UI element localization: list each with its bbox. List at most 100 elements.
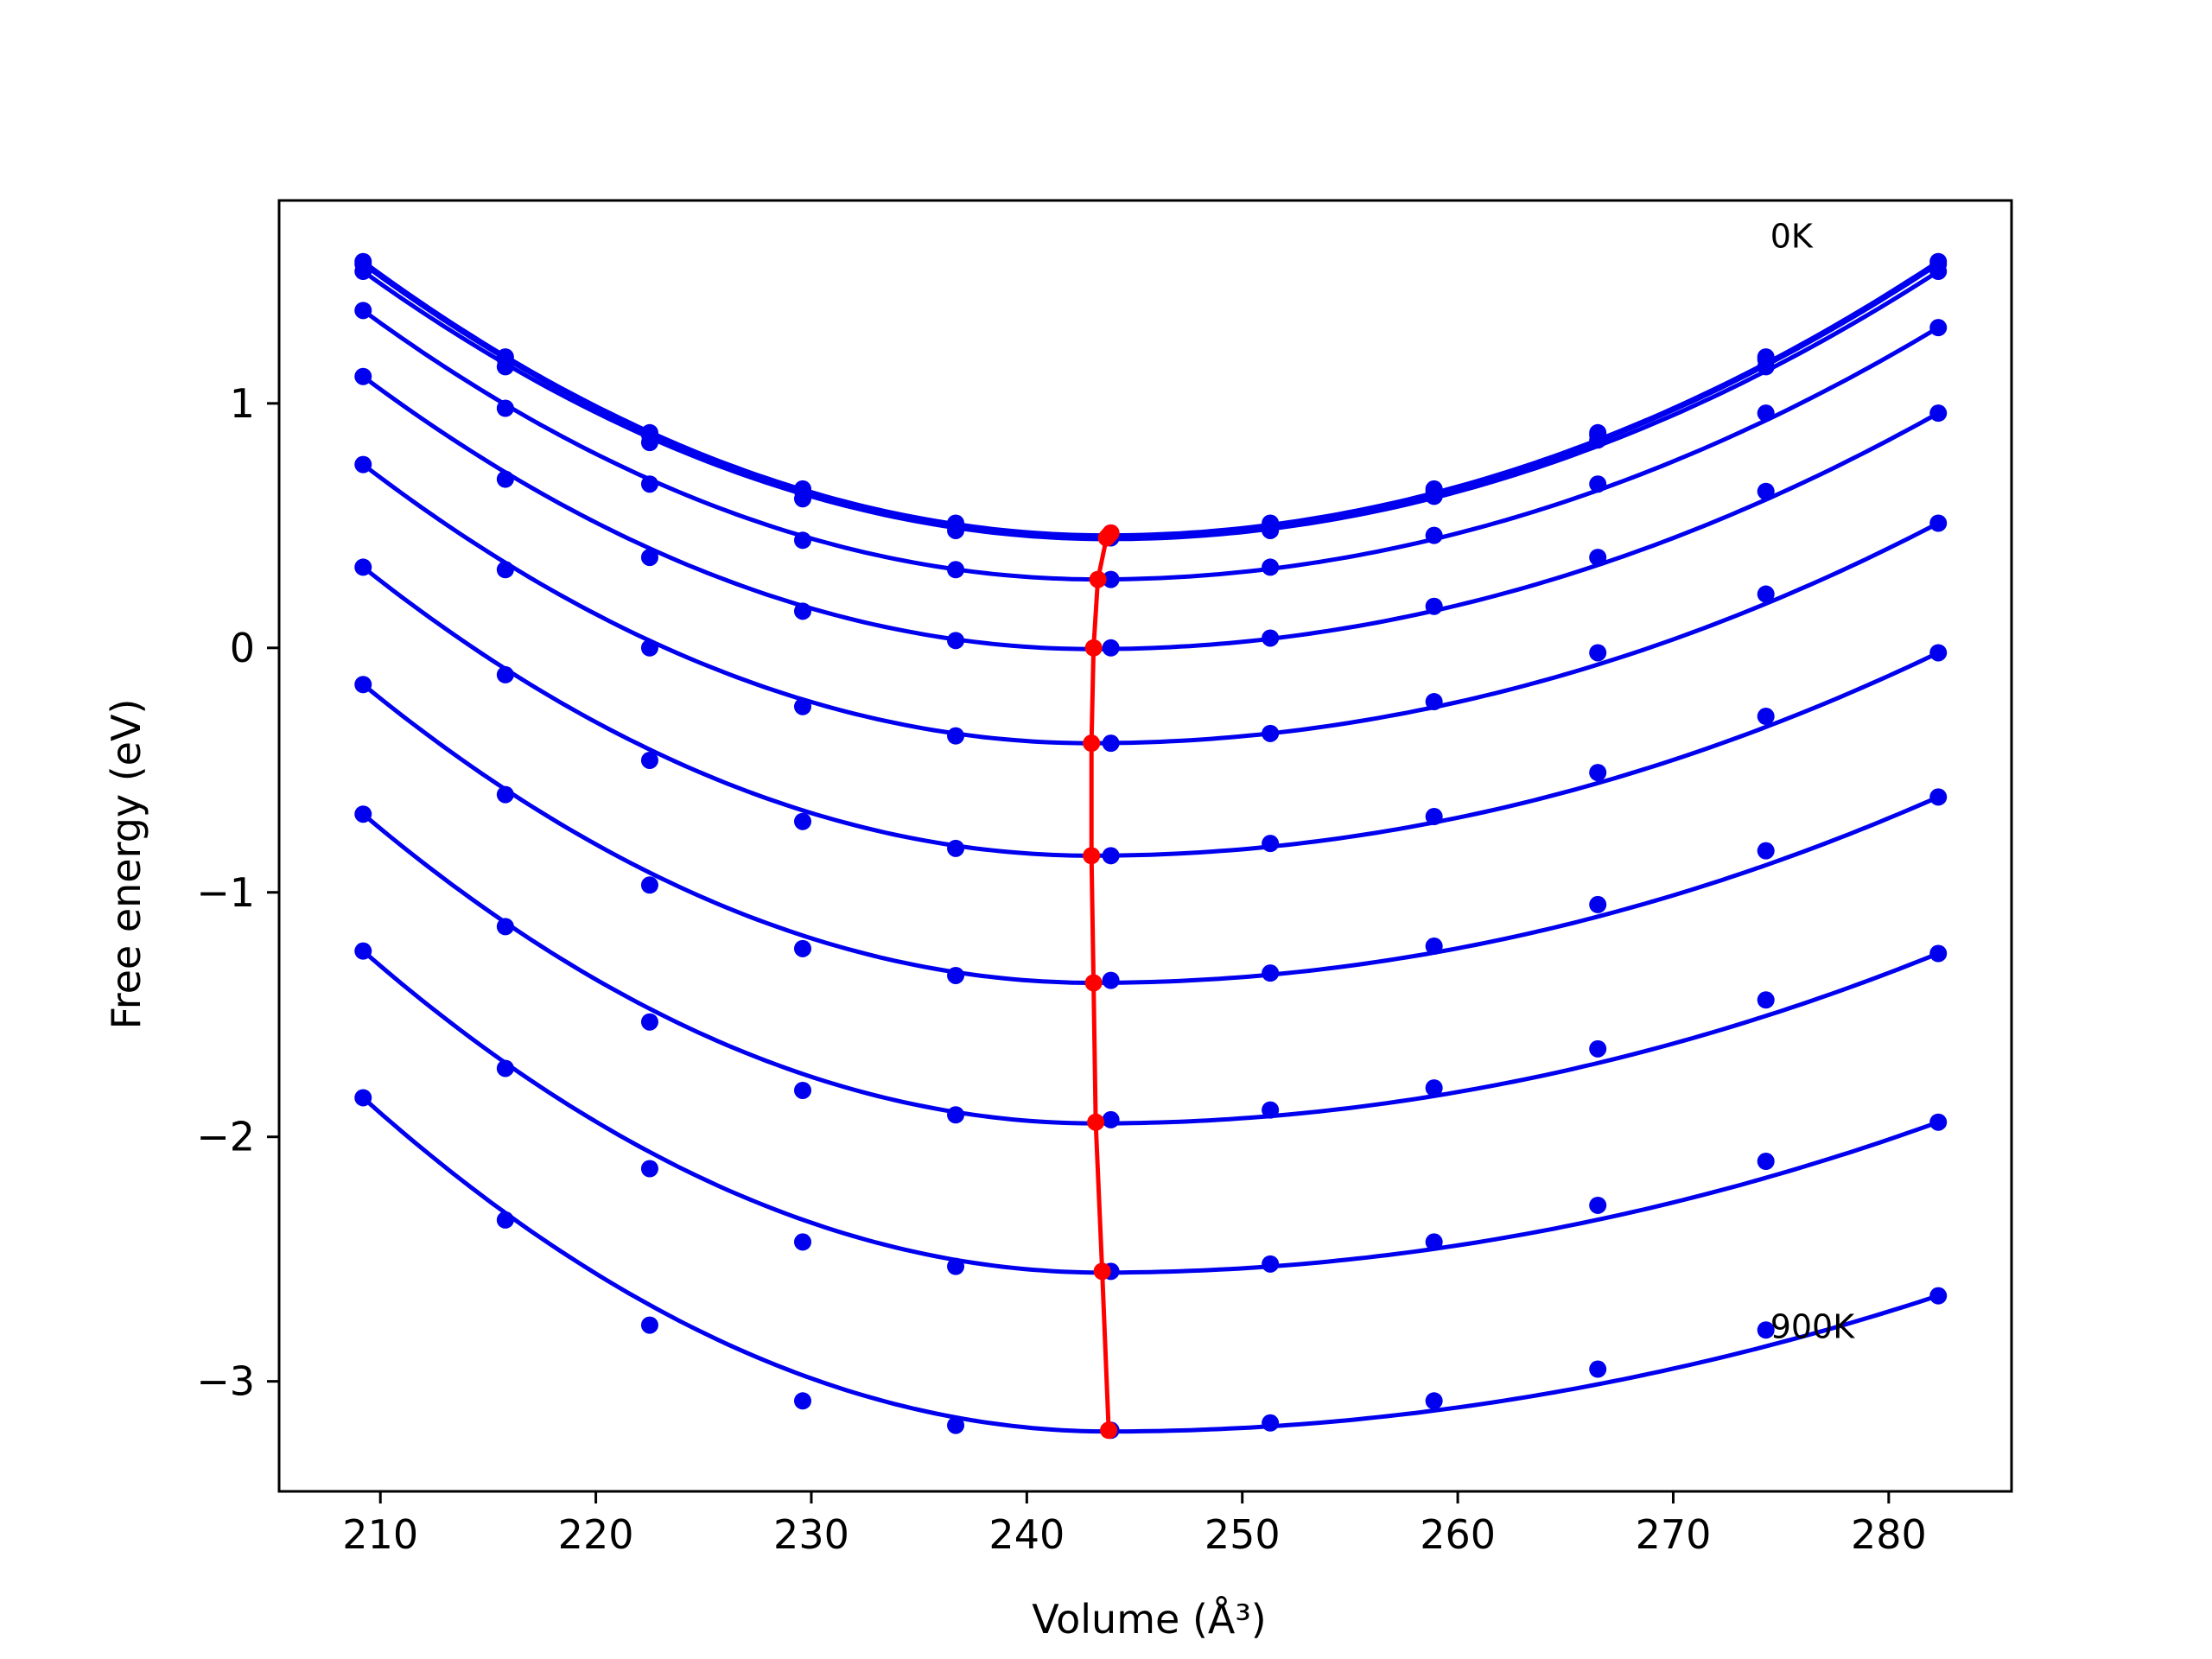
x-tick-label: 280: [1851, 1511, 1927, 1558]
data-point: [1757, 404, 1775, 423]
fit-curve-1: [361, 262, 1940, 539]
minimum-point: [1093, 1262, 1111, 1281]
x-axis-label: Volume (Å³): [1032, 1596, 1267, 1643]
data-point: [1589, 644, 1607, 662]
data-point: [1425, 597, 1443, 615]
annotation-label-1: 900K: [1770, 1307, 1856, 1345]
data-point: [1262, 835, 1280, 853]
data-point: [947, 727, 965, 745]
data-point: [496, 561, 514, 579]
minimum-point: [1084, 974, 1103, 992]
fit-curve-3: [361, 308, 1940, 582]
x-tick-label: 260: [1420, 1511, 1496, 1558]
data-point: [496, 785, 514, 804]
fit-curve-5: [361, 462, 1940, 746]
data-point: [793, 602, 811, 620]
data-point: [947, 1106, 965, 1124]
data-point: [1262, 1414, 1280, 1432]
data-point: [1262, 1101, 1280, 1119]
data-point: [947, 1416, 965, 1434]
data-point: [1102, 639, 1120, 657]
data-point: [1589, 431, 1607, 449]
y-tick-label: −3: [196, 1358, 255, 1405]
annotation-label-0: 0K: [1770, 217, 1814, 255]
data-point: [496, 358, 514, 376]
data-point: [1262, 964, 1280, 982]
data-point: [1425, 938, 1443, 956]
data-point: [1102, 1110, 1120, 1128]
data-point: [947, 632, 965, 650]
data-point: [1262, 724, 1280, 742]
data-point: [1425, 1233, 1443, 1251]
data-point: [1102, 971, 1120, 989]
data-point: [1929, 319, 1948, 337]
data-point: [1262, 558, 1280, 576]
y-axis-ticks: −3 −2 −1 0 1: [196, 380, 279, 1405]
y-axis-label: Free energy (eV): [103, 699, 149, 1030]
data-point: [1757, 482, 1775, 500]
fit-curve-8: [361, 812, 1940, 1126]
data-point: [354, 367, 372, 385]
data-point: [1589, 549, 1607, 567]
data-point: [496, 1211, 514, 1229]
data-point: [1929, 1113, 1948, 1131]
data-point: [947, 521, 965, 539]
data-point: [354, 558, 372, 576]
data-point: [496, 470, 514, 488]
data-point: [640, 549, 658, 567]
data-point: [1757, 708, 1775, 726]
data-point: [1102, 734, 1120, 753]
data-point: [1757, 1153, 1775, 1171]
minimum-point: [1083, 847, 1101, 865]
x-tick-label: 210: [342, 1511, 418, 1558]
data-point: [496, 1059, 514, 1077]
annotations: 0K 900K: [1770, 217, 1856, 1345]
data-point: [496, 399, 514, 417]
data-point: [1589, 475, 1607, 493]
minimum-point: [1097, 529, 1116, 547]
data-point: [1589, 1039, 1607, 1058]
data-point: [793, 490, 811, 508]
data-point: [1425, 808, 1443, 826]
data-point: [1102, 847, 1120, 865]
data-point: [1262, 521, 1280, 539]
data-point: [947, 1257, 965, 1275]
data-point: [1425, 1392, 1443, 1410]
data-point: [1929, 514, 1948, 532]
data-point: [354, 676, 372, 694]
data-point: [640, 434, 658, 452]
data-point: [1102, 570, 1120, 588]
y-tick-label: 0: [230, 625, 255, 671]
data-point: [354, 942, 372, 960]
data-point: [640, 639, 658, 657]
y-tick-label: −1: [196, 869, 255, 916]
data-point: [793, 697, 811, 715]
x-tick-label: 270: [1636, 1511, 1712, 1558]
data-point: [1929, 644, 1948, 662]
data-point: [1757, 358, 1775, 376]
x-tick-label: 240: [988, 1511, 1065, 1558]
fit-curve-6: [361, 565, 1940, 858]
fit-curve-4: [361, 374, 1940, 652]
series-layer: [354, 252, 1948, 1440]
data-point: [793, 939, 811, 957]
y-tick-label: 1: [230, 380, 255, 427]
data-point: [793, 1081, 811, 1099]
data-point: [640, 1013, 658, 1031]
data-point: [1929, 788, 1948, 806]
data-point: [1757, 842, 1775, 860]
x-tick-label: 230: [773, 1511, 849, 1558]
data-point: [640, 1160, 658, 1178]
x-axis-ticks: 210 220 230 240 250 260 270 280: [342, 1491, 1927, 1558]
data-point: [354, 805, 372, 823]
data-point: [1757, 991, 1775, 1009]
data-point: [1589, 1196, 1607, 1214]
data-point: [1589, 1360, 1607, 1378]
data-point: [354, 263, 372, 281]
data-point: [1757, 1321, 1775, 1339]
data-point: [793, 1233, 811, 1251]
data-point: [1589, 895, 1607, 913]
minimum-point: [1083, 734, 1101, 753]
minimum-point: [1100, 1421, 1118, 1440]
